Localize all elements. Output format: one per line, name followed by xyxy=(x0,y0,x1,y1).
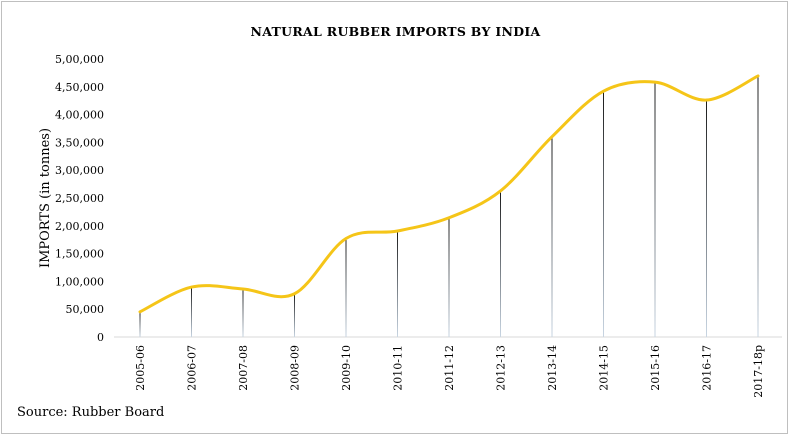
drop-line xyxy=(757,75,759,338)
x-tick-label: 2013-14 xyxy=(546,345,559,391)
drop-line xyxy=(551,136,553,337)
series-line-imports xyxy=(138,74,760,314)
x-tick-label: 2007-08 xyxy=(237,345,250,391)
drop-line xyxy=(706,100,707,337)
drop-line xyxy=(448,217,450,337)
y-tick-label: 1,50,000 xyxy=(55,248,104,261)
y-tick-label: 5,00,000 xyxy=(55,53,104,66)
drop-line xyxy=(139,311,141,337)
x-tick-label: 2017-18p xyxy=(752,345,765,398)
x-tick-label: 2016-17 xyxy=(701,345,714,391)
y-tick-label: 4,00,000 xyxy=(55,109,104,122)
drop-line xyxy=(500,190,501,337)
drop-line xyxy=(397,230,398,337)
drop-line xyxy=(242,288,244,337)
x-tick-label: 2014-15 xyxy=(598,345,611,391)
y-tick-label: 0 xyxy=(97,331,104,344)
x-tick-label: 2015-16 xyxy=(649,345,662,391)
drop-line xyxy=(294,293,295,337)
x-tick-label: 2008-09 xyxy=(289,345,302,391)
x-tick-label: 2005-06 xyxy=(134,345,147,391)
x-tick-label: 2006-07 xyxy=(186,345,199,391)
source-note: Source: Rubber Board xyxy=(17,405,165,420)
y-tick-label: 1,00,000 xyxy=(55,275,104,288)
y-tick-label: 3,50,000 xyxy=(55,136,104,149)
drop-line xyxy=(603,91,604,337)
chart-title: NATURAL RUBBER IMPORTS BY INDIA xyxy=(250,24,541,39)
drop-line xyxy=(654,82,656,337)
x-tick-label: 2012-13 xyxy=(495,345,508,391)
x-tick-label: 2011-12 xyxy=(443,345,456,391)
drop-line xyxy=(191,287,192,337)
y-tick-label: 4,50,000 xyxy=(55,81,104,94)
y-tick-label: 3,00,000 xyxy=(55,164,104,177)
y-axis-label: IMPORTS (in tonnes) xyxy=(38,128,53,268)
y-tick-label: 2,50,000 xyxy=(55,192,104,205)
drop-line xyxy=(345,238,347,337)
y-tick-label: 50,000 xyxy=(66,303,105,316)
y-tick-label: 2,00,000 xyxy=(55,220,104,233)
x-tick-label: 2010-11 xyxy=(392,345,405,391)
x-tick-label: 2009-10 xyxy=(340,345,353,391)
